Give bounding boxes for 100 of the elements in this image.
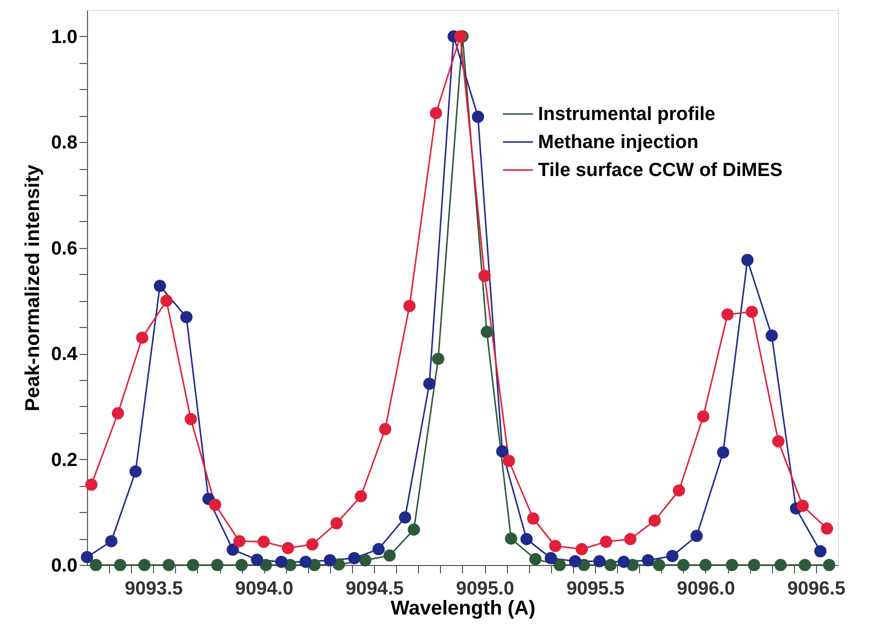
point bbox=[138, 558, 151, 572]
point bbox=[699, 558, 712, 572]
point bbox=[648, 514, 661, 527]
point bbox=[408, 523, 420, 536]
point bbox=[690, 530, 703, 542]
point bbox=[282, 542, 294, 554]
point bbox=[820, 522, 834, 535]
point bbox=[766, 329, 778, 342]
point bbox=[666, 550, 678, 562]
point bbox=[184, 413, 197, 426]
point bbox=[300, 556, 312, 568]
point bbox=[432, 352, 444, 365]
point bbox=[403, 300, 416, 312]
point bbox=[454, 30, 466, 43]
point bbox=[746, 306, 758, 318]
point bbox=[85, 478, 98, 491]
point bbox=[624, 532, 636, 546]
y-axis-title: Peak-normalized intensity bbox=[22, 164, 44, 412]
point bbox=[814, 545, 826, 558]
point bbox=[772, 435, 784, 448]
point bbox=[823, 558, 836, 572]
point bbox=[529, 553, 542, 566]
y-tick-label: 0.8 bbox=[51, 132, 78, 154]
point bbox=[697, 410, 710, 423]
x-axis-title: Wavelength (A) bbox=[390, 598, 536, 620]
legend-label: Methane injection bbox=[538, 132, 698, 153]
point bbox=[258, 536, 270, 548]
x-tick-label: 9095.5 bbox=[566, 578, 626, 600]
point bbox=[549, 540, 562, 552]
point bbox=[129, 465, 142, 478]
point bbox=[527, 512, 540, 525]
x-tick-label: 9094.0 bbox=[235, 578, 294, 600]
legend-label: Tile surface CCW of DiMES bbox=[538, 160, 783, 181]
point bbox=[544, 552, 557, 564]
point bbox=[774, 558, 787, 572]
point bbox=[642, 554, 654, 566]
point bbox=[136, 332, 148, 344]
point bbox=[330, 517, 343, 530]
x-tick-label: 9093.5 bbox=[124, 578, 184, 600]
point bbox=[162, 558, 175, 572]
point bbox=[721, 308, 734, 321]
point bbox=[478, 270, 491, 282]
point bbox=[260, 558, 272, 572]
point bbox=[114, 558, 126, 572]
y-tick-label: 0.4 bbox=[51, 344, 78, 366]
point bbox=[306, 538, 318, 550]
x-tick-label: 9094.5 bbox=[346, 578, 404, 600]
point bbox=[520, 532, 533, 546]
point bbox=[90, 558, 102, 572]
point bbox=[423, 378, 436, 390]
point bbox=[80, 550, 94, 564]
point bbox=[226, 544, 239, 556]
point bbox=[554, 558, 566, 572]
point bbox=[652, 558, 666, 572]
point bbox=[600, 536, 612, 548]
point bbox=[383, 549, 396, 562]
point bbox=[726, 558, 738, 572]
point bbox=[180, 310, 193, 324]
point bbox=[250, 554, 264, 566]
point bbox=[359, 554, 372, 566]
y-tick-label: 0.2 bbox=[51, 450, 78, 471]
point bbox=[798, 558, 811, 572]
point bbox=[569, 555, 582, 568]
point bbox=[430, 106, 442, 120]
point bbox=[372, 543, 385, 556]
point bbox=[480, 326, 493, 338]
point bbox=[618, 556, 630, 568]
point bbox=[112, 407, 124, 420]
point bbox=[748, 558, 760, 572]
point bbox=[348, 552, 360, 564]
point bbox=[604, 558, 617, 572]
point bbox=[186, 558, 200, 572]
point bbox=[741, 254, 754, 266]
point bbox=[593, 555, 606, 568]
point bbox=[677, 558, 690, 572]
y-tick-label: 0.0 bbox=[51, 556, 78, 576]
x-tick-label: 9096.5 bbox=[787, 578, 846, 600]
point bbox=[796, 500, 809, 512]
legend-label: Instrumental profile bbox=[538, 104, 716, 125]
point bbox=[672, 484, 686, 497]
point bbox=[154, 280, 166, 292]
y-tick-label: 0.6 bbox=[51, 238, 78, 260]
point bbox=[504, 532, 518, 545]
point bbox=[502, 454, 516, 467]
point bbox=[208, 498, 222, 511]
point bbox=[160, 294, 173, 307]
y-tick-label: 1.0 bbox=[51, 26, 78, 48]
point bbox=[472, 110, 484, 123]
point bbox=[576, 543, 588, 556]
point bbox=[211, 558, 224, 572]
point bbox=[496, 445, 508, 458]
x-tick-label: 9095.0 bbox=[456, 578, 514, 600]
point bbox=[354, 490, 368, 502]
point bbox=[275, 556, 288, 568]
point bbox=[398, 511, 412, 524]
point bbox=[233, 535, 246, 548]
point bbox=[235, 558, 248, 572]
point bbox=[379, 423, 392, 436]
point bbox=[717, 446, 730, 459]
point bbox=[105, 535, 118, 548]
